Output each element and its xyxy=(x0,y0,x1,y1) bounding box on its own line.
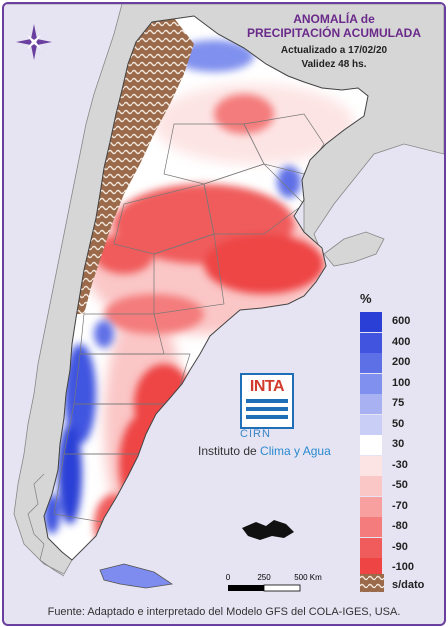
legend-row: 50 xyxy=(360,414,440,435)
legend-label: -30 xyxy=(392,458,408,471)
no-data-label: s/dato xyxy=(392,579,425,591)
legend-row: 75 xyxy=(360,394,440,414)
scale-bar: 0 250 500 Km xyxy=(226,573,322,592)
validity-text: Validez 48 hs. xyxy=(301,59,367,70)
source-footer: Fuente: Adaptado e interpretado del Mode… xyxy=(47,606,401,618)
inta-logo: INTA xyxy=(240,373,294,429)
legend-row: 30 xyxy=(360,435,440,455)
islas-malvinas xyxy=(242,520,294,540)
legend-label: -90 xyxy=(392,540,408,553)
legend-row: -30 xyxy=(360,455,440,476)
legend-label: 200 xyxy=(392,356,411,368)
instituto-prefix: Instituto de xyxy=(198,444,261,458)
legend-swatch xyxy=(360,455,382,476)
legend-row: -100 xyxy=(360,558,440,578)
precipitation-map xyxy=(4,4,444,589)
legend-row: -50 xyxy=(360,476,440,496)
legend-unit: % xyxy=(360,291,372,306)
compass-rose-icon xyxy=(16,24,52,60)
updated-date: Actualizado a 17/02/20 xyxy=(280,45,388,56)
legend-row: -90 xyxy=(360,537,440,558)
legend-swatch xyxy=(360,332,382,353)
legend-swatch xyxy=(360,353,382,373)
legend-label: 400 xyxy=(392,335,411,348)
no-data-region xyxy=(64,18,194,314)
legend-label: -50 xyxy=(392,479,408,491)
scale-tick-1: 250 xyxy=(257,573,271,582)
legend-label: 30 xyxy=(392,438,405,450)
scale-tick-0: 0 xyxy=(226,573,231,582)
tierra-del-fuego xyxy=(99,563,174,589)
legend-label: -70 xyxy=(392,499,408,512)
legend-swatch xyxy=(360,496,382,517)
cirn-label: CIRN xyxy=(240,428,271,440)
title-line2: PRECIPITACIÓN ACUMULADA xyxy=(247,26,421,40)
legend-row: -80 xyxy=(360,517,440,537)
legend-swatch xyxy=(360,537,382,558)
legend-label: 600 xyxy=(392,315,411,327)
legend-label: -100 xyxy=(392,561,415,573)
legend-label: 75 xyxy=(392,397,405,409)
legend-label: 50 xyxy=(392,417,405,430)
legend-row: 100 xyxy=(360,373,440,394)
no-data-swatch xyxy=(360,574,384,592)
legend-row: 600 xyxy=(360,312,440,332)
legend-swatch xyxy=(360,373,382,394)
legend-swatch xyxy=(360,558,382,578)
legend-swatch xyxy=(360,394,382,414)
legend-row: -70 xyxy=(360,496,440,517)
legend-swatch xyxy=(360,476,382,496)
legend-row: 200 xyxy=(360,353,440,373)
legend-swatch xyxy=(360,435,382,455)
legend-swatch xyxy=(360,517,382,537)
legend-label: 100 xyxy=(392,376,411,389)
scale-tick-2: 500 Km xyxy=(294,573,322,582)
legend-label: -80 xyxy=(392,520,408,532)
instituto-highlight: Clima y Agua xyxy=(260,444,331,458)
argentina-outline xyxy=(43,15,369,561)
legend-swatch xyxy=(360,414,382,435)
legend-row: 400 xyxy=(360,332,440,353)
legend-swatch xyxy=(360,312,382,332)
title-line1: ANOMALÍA de xyxy=(293,12,375,26)
inta-logo-text: INTA xyxy=(249,378,285,395)
instituto-label: Instituto de Clima y Agua xyxy=(198,444,331,458)
